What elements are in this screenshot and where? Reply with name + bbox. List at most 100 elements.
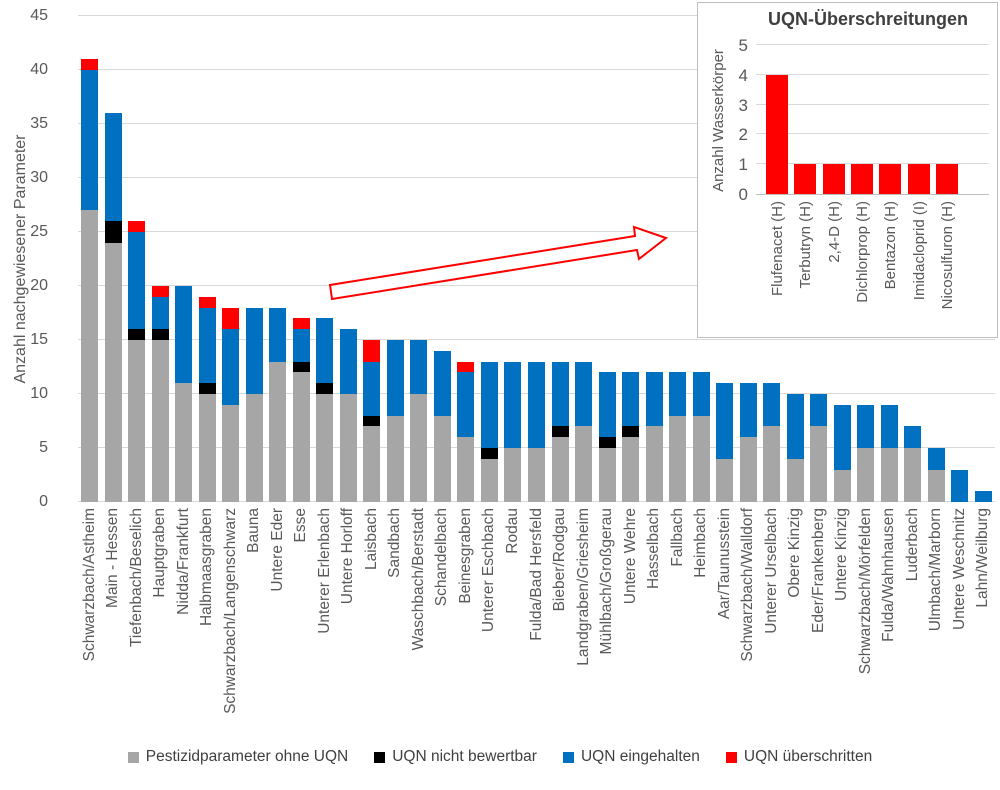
main-bar-segment	[669, 415, 687, 502]
main-x-tick-label: Untere Eder	[268, 508, 286, 592]
main-x-tick-label: Main - Hessen	[104, 508, 122, 608]
inset-gridline	[756, 103, 989, 105]
main-x-tick-label: Unterer Eschbach	[480, 508, 498, 633]
main-bar-segment	[151, 329, 169, 340]
main-x-tick-label: Hauptgraben	[151, 508, 169, 598]
main-bar-segment	[433, 415, 451, 502]
inset-gridline	[756, 133, 989, 135]
main-x-tick-label: Schwarzbach/Astheim	[80, 508, 98, 662]
main-x-tick-label: Ulmbach/Marborn	[927, 508, 945, 632]
main-bar-segment	[128, 232, 146, 330]
main-gridline	[78, 69, 995, 70]
main-x-tick-label: Schandelbach	[433, 508, 451, 607]
main-x-tick-label: Esse	[292, 508, 310, 543]
main-x-tick-label: Schwarzbach/Langenschwarz	[221, 508, 239, 714]
main-bar-segment	[857, 404, 875, 448]
main-bar-segment	[739, 437, 757, 502]
main-bar-segment	[104, 242, 122, 502]
inset-plot-area	[756, 44, 989, 195]
inset-bar	[766, 74, 789, 194]
main-bar-segment	[363, 340, 381, 362]
main-bar-segment	[316, 383, 334, 394]
main-bar-segment	[716, 383, 734, 459]
main-bar-segment	[480, 458, 498, 502]
main-x-tick-label: Mühlbach/Großgerau	[598, 508, 616, 655]
main-bar-segment	[598, 372, 616, 438]
main-bar-segment	[222, 307, 240, 330]
main-x-tick-label: Heimbach	[692, 508, 710, 578]
main-x-tick-label: Beinesgraben	[456, 508, 474, 604]
main-bar-segment	[292, 372, 310, 502]
main-x-tick-label: Halbmaasgraben	[198, 508, 216, 627]
main-x-tick-label: Rodau	[503, 508, 521, 554]
main-x-tick-label: Aar/Taunusstein	[715, 508, 733, 620]
main-bar-segment	[386, 340, 404, 416]
main-x-tick-label: Sandbach	[386, 508, 404, 578]
main-bar-segment	[504, 361, 522, 448]
main-bar-segment	[292, 329, 310, 362]
legend-label: UQN eingehalten	[580, 748, 700, 765]
main-bar-segment	[457, 361, 475, 373]
main-bar-segment	[528, 361, 545, 448]
main-bar-segment	[316, 318, 334, 384]
inset-y-tick-label: 3	[738, 95, 748, 115]
main-x-tick-label: Bieber/Rodgau	[551, 508, 568, 612]
main-x-tick-label: Eder/Frankenberg	[809, 508, 827, 633]
main-bar-segment	[575, 361, 593, 427]
inset-x-tick-label: Flufenacet (H)	[769, 201, 787, 297]
inset-bar	[879, 164, 902, 194]
inset-x-tick-label: Bentazon (H)	[882, 201, 900, 290]
main-bar-segment	[669, 372, 687, 416]
main-x-tick-label: Obere Kinzig	[786, 508, 804, 598]
main-bar-segment	[692, 372, 710, 416]
main-bar-segment	[622, 437, 640, 502]
main-bar-segment	[857, 448, 875, 502]
legend-label: Pestizidparameter ohne UQN	[145, 748, 349, 765]
main-x-tick-label: Schwarzbach/Mörfelden	[856, 508, 874, 675]
legend-swatch	[562, 751, 574, 763]
inset-y-tick-label: 4	[738, 65, 748, 85]
main-bar-segment	[175, 383, 193, 502]
main-gridline	[78, 123, 995, 124]
main-bar-segment	[433, 350, 451, 416]
main-y-tick-label: 15	[30, 331, 48, 348]
main-bar-segment	[880, 448, 898, 502]
main-bar-segment	[810, 426, 828, 502]
inset-gridline	[756, 73, 989, 75]
main-bar-segment	[363, 426, 381, 502]
main-bar-segment	[810, 394, 828, 427]
main-x-tick-label: Laisbach	[362, 508, 380, 571]
main-y-axis-title: Anzahl nachgewiesener Parameter	[12, 134, 29, 384]
main-y-tick-label: 45	[30, 7, 48, 24]
inset-gridline	[756, 163, 989, 165]
main-bar-segment	[833, 404, 851, 470]
main-bar-segment	[81, 70, 99, 211]
main-bar-segment	[504, 448, 522, 502]
main-x-tick-label: Untere Weschnitz	[950, 508, 968, 631]
main-x-tick-label: Fallbach	[668, 508, 686, 567]
main-bar-segment	[622, 426, 640, 438]
main-x-tick-label: Fulda/Bad Hersfeld	[527, 508, 545, 641]
main-bar-segment	[128, 221, 146, 232]
main-bar-segment	[151, 286, 169, 297]
main-bar-segment	[81, 59, 99, 70]
main-plot-area	[78, 15, 995, 502]
main-y-tick-label: 30	[30, 169, 48, 186]
main-bar-segment	[410, 340, 428, 394]
main-bar-segment	[81, 210, 99, 502]
inset-x-tick-label: Terbutryn (H)	[797, 201, 815, 289]
main-bar-segment	[880, 404, 898, 448]
legend-swatch	[127, 751, 139, 763]
inset-y-tick-label: 5	[738, 36, 748, 55]
main-x-tick-label: Tiefenbach/Beselich	[127, 508, 145, 648]
inset-x-tick-label: Nicosulfuron (H)	[938, 201, 956, 310]
main-bar-segment	[457, 372, 475, 438]
main-x-tick-label: Waschbach/Berstadt	[409, 508, 427, 651]
main-bar-segment	[739, 383, 757, 438]
inset-gridline	[756, 44, 989, 45]
main-x-tick-label: Nidda/Frankfurt	[174, 508, 192, 615]
main-x-tick-label: Hasselbach	[645, 508, 663, 589]
inset-x-tick-label: Imidacloprid (I)	[910, 201, 928, 301]
main-bar-segment	[457, 437, 475, 502]
